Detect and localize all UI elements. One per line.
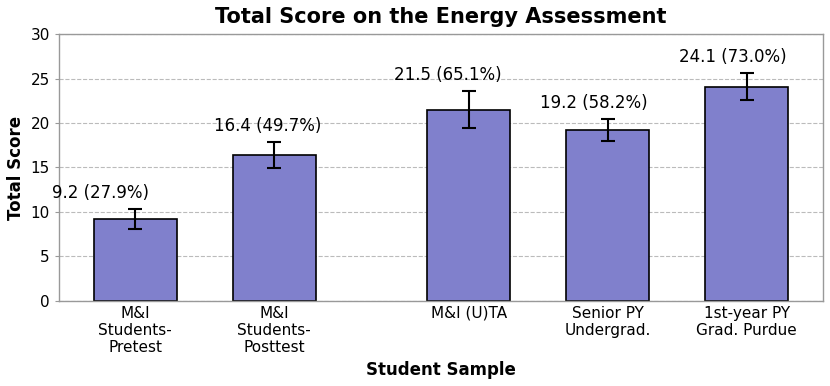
- Text: 24.1 (73.0%): 24.1 (73.0%): [679, 48, 787, 66]
- X-axis label: Student Sample: Student Sample: [366, 361, 516, 379]
- Text: 16.4 (49.7%): 16.4 (49.7%): [213, 117, 321, 135]
- Y-axis label: Total Score: Total Score: [7, 115, 25, 220]
- Text: 21.5 (65.1%): 21.5 (65.1%): [394, 66, 502, 84]
- Bar: [566, 130, 649, 301]
- Title: Total Score on the Energy Assessment: Total Score on the Energy Assessment: [215, 7, 666, 27]
- Text: 9.2 (27.9%): 9.2 (27.9%): [52, 184, 149, 202]
- Bar: [94, 219, 177, 301]
- Bar: [232, 155, 316, 301]
- Bar: [427, 110, 510, 301]
- Bar: [705, 86, 788, 301]
- Text: 19.2 (58.2%): 19.2 (58.2%): [540, 94, 647, 112]
